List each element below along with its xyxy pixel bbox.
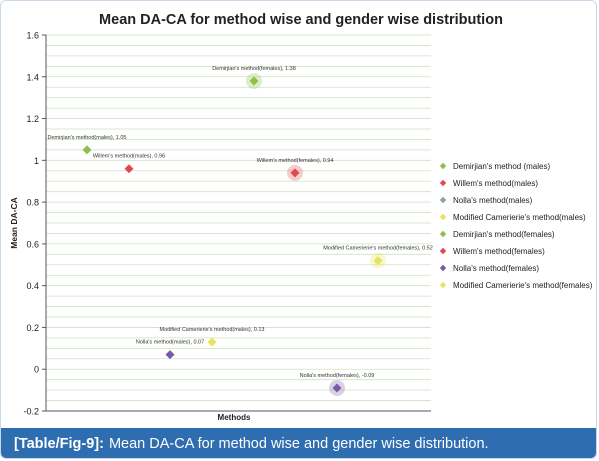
data-label: Demirjian's method(females), 1.38 bbox=[212, 66, 296, 72]
caption-text: Mean DA-CA for method wise and gender wi… bbox=[108, 436, 489, 452]
chart-title: Mean DA-CA for method wise and gender wi… bbox=[99, 12, 503, 28]
legend: Demirjian's method (males) Willem's metho… bbox=[439, 162, 593, 290]
legend-marker bbox=[439, 230, 447, 238]
x-axis-label: Methods bbox=[218, 413, 251, 422]
y-tick-label: 0.2 bbox=[26, 323, 39, 333]
data-label: Nolla's method(males), 0.07 bbox=[136, 340, 204, 346]
data-label: Willem's method(males), 0.96 bbox=[93, 154, 165, 160]
legend-entry-label: Modified Camerierie's method(males) bbox=[453, 213, 586, 222]
legend-entry-label: Willem's method(males) bbox=[453, 179, 538, 188]
data-point bbox=[165, 350, 175, 360]
legend-entry-label: Modified Camerierie's method(females) bbox=[453, 281, 593, 290]
legend-entry-label: Willem's method(females) bbox=[453, 247, 545, 256]
legend-marker bbox=[439, 162, 447, 170]
data-point bbox=[207, 337, 217, 347]
legend-marker bbox=[439, 213, 447, 221]
legend-entry-label: Nolla's method(females) bbox=[453, 264, 539, 273]
data-label: Willem's method(females), 0.94 bbox=[257, 158, 334, 164]
legend-entry-label: Nolla's method(males) bbox=[453, 196, 533, 205]
data-point bbox=[82, 145, 92, 155]
legend-entry-label: Demirjian's method (males) bbox=[453, 162, 550, 171]
data-point bbox=[124, 164, 134, 174]
legend-marker bbox=[439, 264, 447, 272]
y-tick-label: 1.2 bbox=[26, 114, 39, 124]
legend-entry-label: Demirjian's method(females) bbox=[453, 230, 555, 239]
legend-marker bbox=[439, 247, 447, 255]
y-axis-label: Mean DA-CA bbox=[9, 197, 19, 248]
data-point bbox=[290, 168, 300, 178]
y-tick-label: 0.8 bbox=[26, 198, 39, 208]
y-tick-label: 0.4 bbox=[26, 281, 39, 291]
data-label: Demirjian's method(males), 1.05 bbox=[48, 135, 127, 141]
data-label: Modified Camerierie's method(females), 0… bbox=[323, 246, 433, 252]
data-point bbox=[249, 76, 259, 86]
y-tick-label: -0.2 bbox=[23, 407, 39, 417]
y-tick-label: 0 bbox=[34, 365, 39, 375]
chart-area: Mean DA-CA for method wise and gender wi… bbox=[1, 1, 596, 428]
plot-layer: -0.2 0 0.2 0.4 0.6 0.8 1 1.2 1.4 1.6 Demirjian's m… bbox=[23, 31, 432, 417]
scatter-chart: Mean DA-CA for method wise and gender wi… bbox=[9, 12, 593, 422]
data-point bbox=[332, 383, 342, 393]
legend-marker bbox=[439, 196, 447, 204]
data-label: Modified Camerierie's method(males), 0.1… bbox=[160, 327, 265, 333]
y-tick-label: 0.6 bbox=[26, 239, 39, 249]
data-point bbox=[373, 256, 383, 266]
y-tick-label: 1 bbox=[34, 156, 39, 166]
data-label: Nolla's method(females), -0.09 bbox=[300, 373, 375, 379]
y-tick-label: 1.6 bbox=[26, 31, 39, 41]
legend-marker bbox=[439, 281, 447, 289]
legend-marker bbox=[439, 179, 447, 187]
y-tick-label: 1.4 bbox=[26, 72, 39, 82]
figure-caption: [Table/Fig-9]: Mean DA-CA for method wis… bbox=[1, 428, 596, 458]
caption-tag: [Table/Fig-9]: bbox=[14, 436, 104, 452]
